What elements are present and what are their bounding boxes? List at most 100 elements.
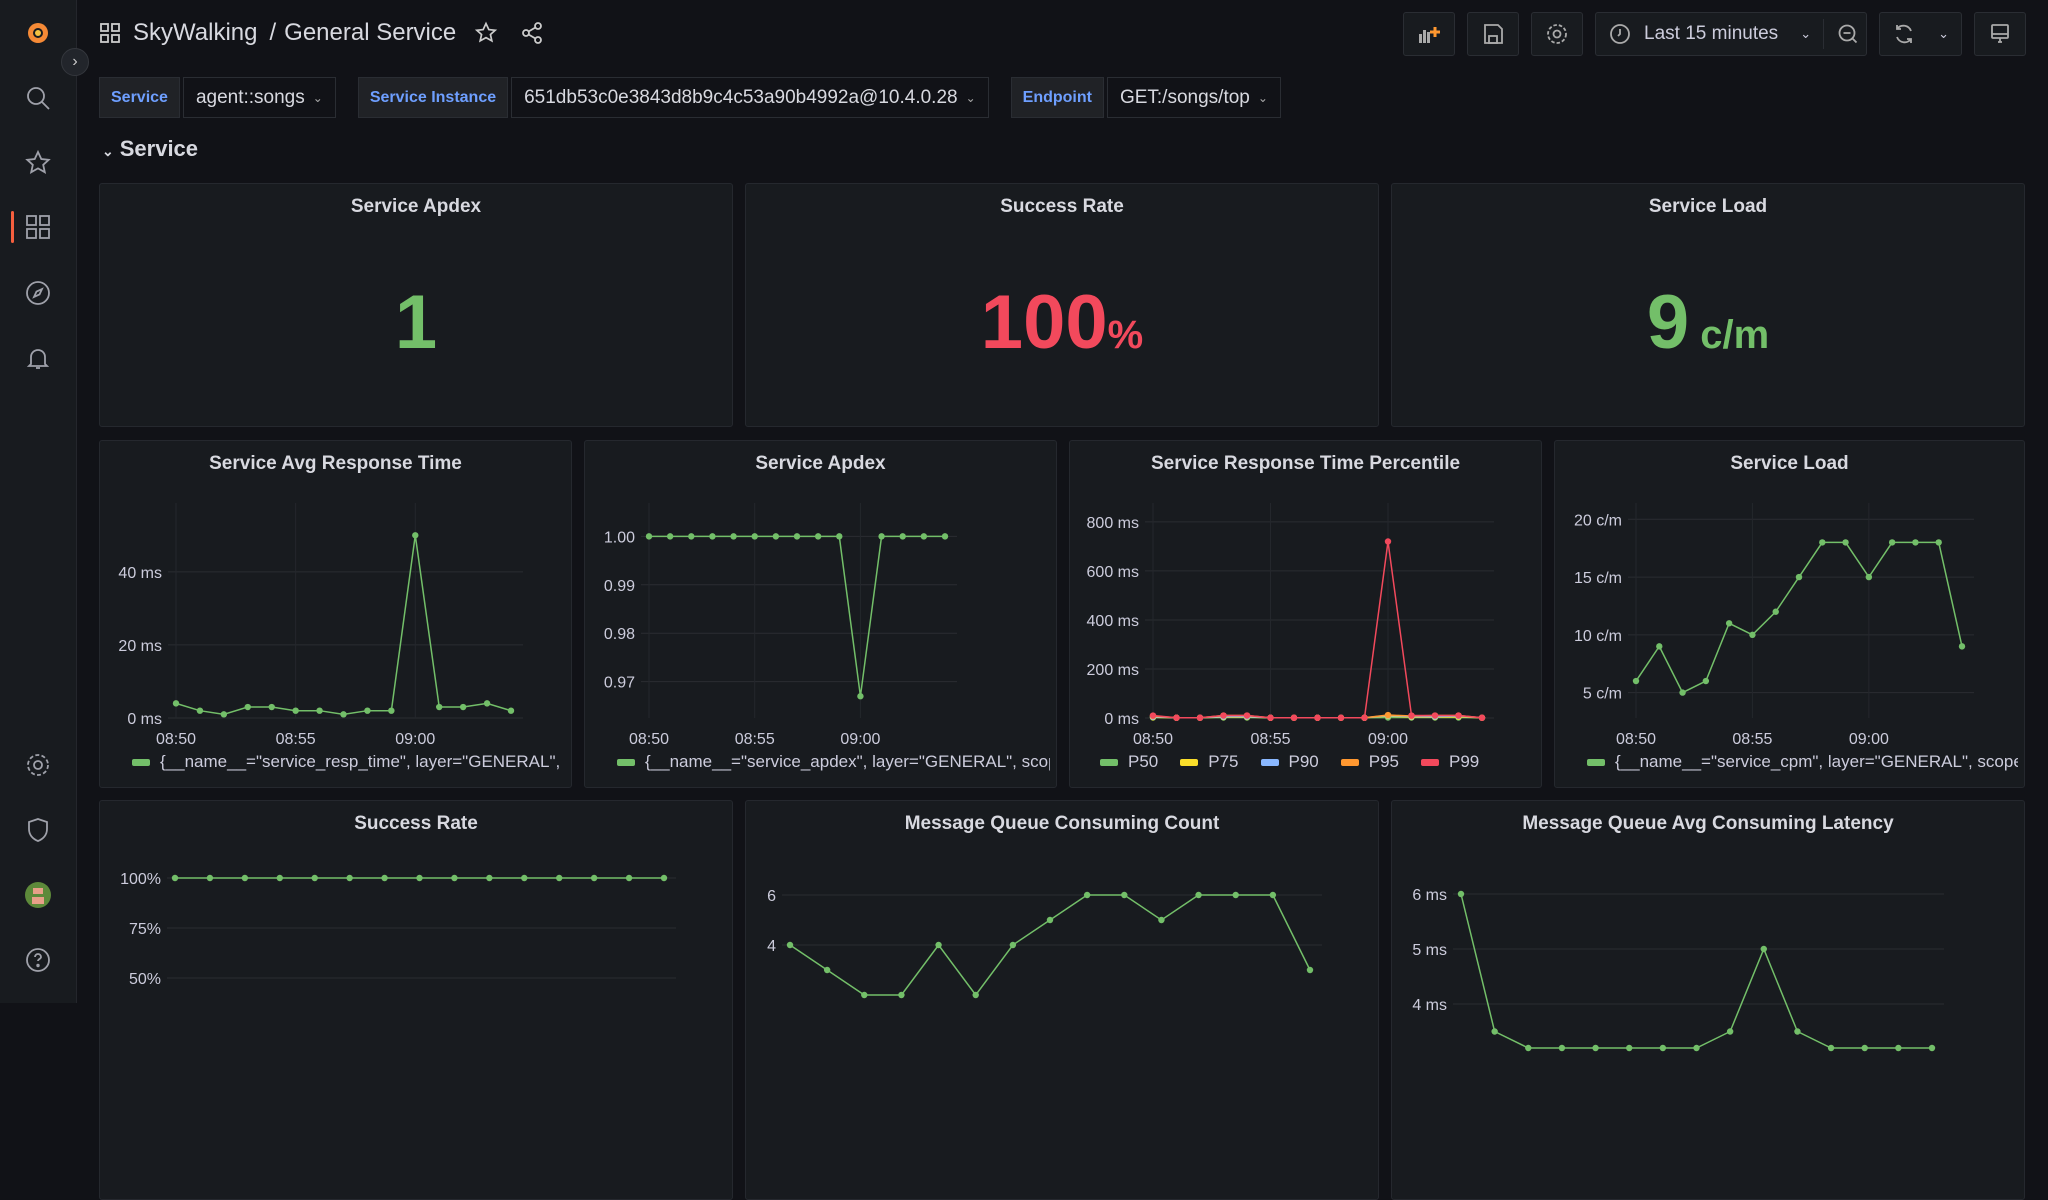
data-point[interactable] — [1761, 946, 1767, 952]
service-select[interactable]: agent::songs⌄ — [183, 77, 336, 118]
legend-item[interactable]: P90 — [1261, 752, 1319, 772]
tv-mode-button[interactable] — [1974, 12, 2026, 56]
add-panel-button[interactable] — [1403, 12, 1455, 56]
alerting-bell-icon[interactable] — [22, 342, 54, 374]
data-point[interactable] — [1338, 715, 1344, 721]
data-point[interactable] — [1889, 539, 1895, 545]
service-instance-select[interactable]: 651db53c0e3843d8b9c4c53a90b4992a@10.4.0.… — [511, 77, 989, 118]
data-point[interactable] — [1267, 715, 1273, 721]
panel-title[interactable]: Service Load — [1392, 196, 2024, 218]
data-point[interactable] — [207, 875, 213, 881]
panel-title[interactable]: Success Rate — [746, 196, 1378, 218]
data-point[interactable] — [1408, 712, 1414, 718]
data-point[interactable] — [172, 875, 178, 881]
data-point[interactable] — [245, 704, 251, 710]
data-point[interactable] — [935, 942, 941, 948]
data-point[interactable] — [1307, 967, 1313, 973]
data-point[interactable] — [591, 875, 597, 881]
data-point[interactable] — [1626, 1045, 1632, 1051]
data-point[interactable] — [878, 533, 884, 539]
shield-icon[interactable] — [22, 814, 54, 846]
data-point[interactable] — [787, 942, 793, 948]
data-point[interactable] — [486, 875, 492, 881]
data-point[interactable] — [973, 992, 979, 998]
data-point[interactable] — [484, 700, 490, 706]
data-point[interactable] — [292, 707, 298, 713]
data-point[interactable] — [1010, 942, 1016, 948]
data-point[interactable] — [521, 875, 527, 881]
data-point[interactable] — [1432, 712, 1438, 718]
data-point[interactable] — [340, 711, 346, 717]
data-point[interactable] — [312, 875, 318, 881]
data-point[interactable] — [1796, 574, 1802, 580]
legend-item[interactable]: {__name__="service_apdex", layer="GENERA… — [617, 752, 1050, 772]
grafana-logo-icon[interactable] — [22, 16, 54, 48]
data-point[interactable] — [1270, 892, 1276, 898]
data-point[interactable] — [508, 707, 514, 713]
data-point[interactable] — [900, 533, 906, 539]
dashboard-settings-button[interactable] — [1531, 12, 1583, 56]
data-point[interactable] — [1150, 712, 1156, 718]
data-point[interactable] — [861, 992, 867, 998]
data-point[interactable] — [1047, 917, 1053, 923]
data-point[interactable] — [1361, 715, 1367, 721]
data-point[interactable] — [1195, 892, 1201, 898]
zoom-out-icon[interactable] — [1836, 22, 1860, 46]
data-point[interactable] — [824, 967, 830, 973]
data-point[interactable] — [1895, 1045, 1901, 1051]
data-point[interactable] — [1862, 1045, 1868, 1051]
data-point[interactable] — [1936, 539, 1942, 545]
data-point[interactable] — [1455, 712, 1461, 718]
data-point[interactable] — [197, 707, 203, 713]
data-point[interactable] — [364, 707, 370, 713]
data-point[interactable] — [1727, 1028, 1733, 1034]
data-point[interactable] — [1794, 1028, 1800, 1034]
data-point[interactable] — [1679, 689, 1685, 695]
data-point[interactable] — [646, 533, 652, 539]
row-header-service[interactable]: ⌄Service — [102, 136, 198, 162]
explore-icon[interactable] — [22, 277, 54, 309]
data-point[interactable] — [1220, 712, 1226, 718]
data-point[interactable] — [242, 875, 248, 881]
data-point[interactable] — [269, 704, 275, 710]
data-point[interactable] — [1749, 632, 1755, 638]
data-point[interactable] — [1233, 892, 1239, 898]
save-dashboard-button[interactable] — [1467, 12, 1519, 56]
data-point[interactable] — [1693, 1045, 1699, 1051]
data-point[interactable] — [1828, 1045, 1834, 1051]
star-icon[interactable] — [474, 21, 498, 45]
data-point[interactable] — [1244, 712, 1250, 718]
data-point[interactable] — [1656, 643, 1662, 649]
data-point[interactable] — [1660, 1045, 1666, 1051]
data-point[interactable] — [1592, 1045, 1598, 1051]
data-point[interactable] — [1559, 1045, 1565, 1051]
data-point[interactable] — [626, 875, 632, 881]
search-icon[interactable] — [22, 82, 54, 114]
refresh-button[interactable]: ⌄ — [1879, 12, 1962, 56]
data-point[interactable] — [661, 875, 667, 881]
data-point[interactable] — [1491, 1028, 1497, 1034]
data-point[interactable] — [1385, 538, 1391, 544]
data-point[interactable] — [1314, 715, 1320, 721]
legend-item[interactable]: P95 — [1341, 752, 1399, 772]
data-point[interactable] — [173, 700, 179, 706]
data-point[interactable] — [815, 533, 821, 539]
data-point[interactable] — [412, 532, 418, 538]
data-point[interactable] — [1866, 574, 1872, 580]
data-point[interactable] — [667, 533, 673, 539]
panel-title[interactable]: Service Apdex — [100, 196, 732, 218]
data-point[interactable] — [688, 533, 694, 539]
legend-item[interactable]: P75 — [1180, 752, 1238, 772]
user-avatar[interactable] — [22, 879, 54, 911]
starred-icon[interactable] — [22, 147, 54, 179]
data-point[interactable] — [416, 875, 422, 881]
legend-item[interactable]: P50 — [1100, 752, 1158, 772]
share-icon[interactable] — [520, 21, 544, 45]
data-point[interactable] — [460, 704, 466, 710]
settings-gear-icon[interactable] — [22, 749, 54, 781]
data-point[interactable] — [794, 533, 800, 539]
data-point[interactable] — [730, 533, 736, 539]
data-point[interactable] — [773, 533, 779, 539]
data-point[interactable] — [1385, 712, 1391, 718]
data-point[interactable] — [1912, 539, 1918, 545]
